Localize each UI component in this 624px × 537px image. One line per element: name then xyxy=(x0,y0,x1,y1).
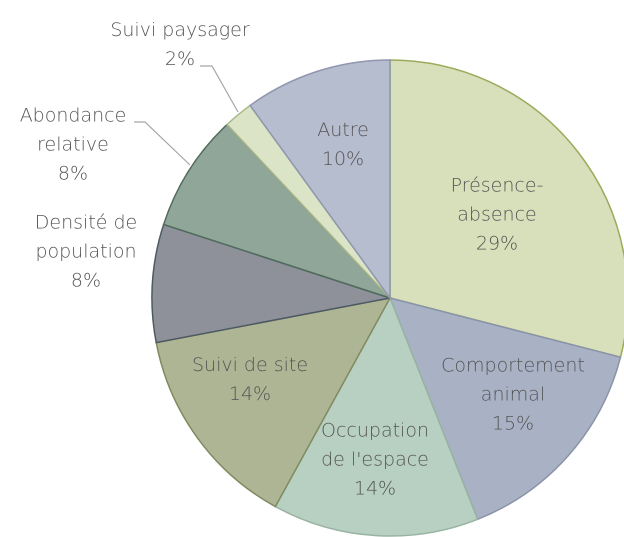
leader-line xyxy=(134,121,191,166)
pie-slice xyxy=(162,123,391,299)
pie-slice xyxy=(274,296,479,537)
slice-label: Comportement animal 15% xyxy=(423,352,603,439)
slice-label: Suivi de site 14% xyxy=(175,351,325,409)
category-name: Suivi de site xyxy=(191,354,309,376)
percent-label: 10% xyxy=(321,148,365,170)
slice-label: Abondance relative 8% xyxy=(0,102,148,189)
category-name: Comportement animal xyxy=(441,354,585,406)
leader-line xyxy=(200,65,239,113)
category-name: Abondance relative xyxy=(19,104,127,156)
percent-label: 14% xyxy=(228,383,272,405)
category-name: Occupation de l'espace xyxy=(321,419,429,471)
category-name: Présence-absence xyxy=(450,174,544,226)
pie-slice xyxy=(389,59,624,359)
slice-label: Suivi paysager 2% xyxy=(95,16,265,74)
percent-label: 14% xyxy=(353,477,397,500)
category-name: Densité de population xyxy=(34,211,138,263)
pie-slice xyxy=(155,296,392,508)
percent-label: 2% xyxy=(164,48,196,70)
slice-label: Occupation de l'espace 14% xyxy=(310,417,440,504)
percent-label: 15% xyxy=(491,412,535,435)
category-name: Suivi paysager xyxy=(110,19,250,41)
slice-label: Densité de population 8% xyxy=(1,209,171,296)
pie-slice xyxy=(151,223,391,344)
pie-slice xyxy=(388,296,622,521)
percent-label: 29% xyxy=(475,232,519,255)
pie-slice xyxy=(249,59,391,301)
slice-label: Autre 10% xyxy=(303,116,383,174)
slice-label: Présence-absence 29% xyxy=(442,172,552,259)
percent-label: 8% xyxy=(70,269,102,292)
percent-label: 8% xyxy=(57,162,89,185)
category-name: Autre xyxy=(317,119,369,141)
